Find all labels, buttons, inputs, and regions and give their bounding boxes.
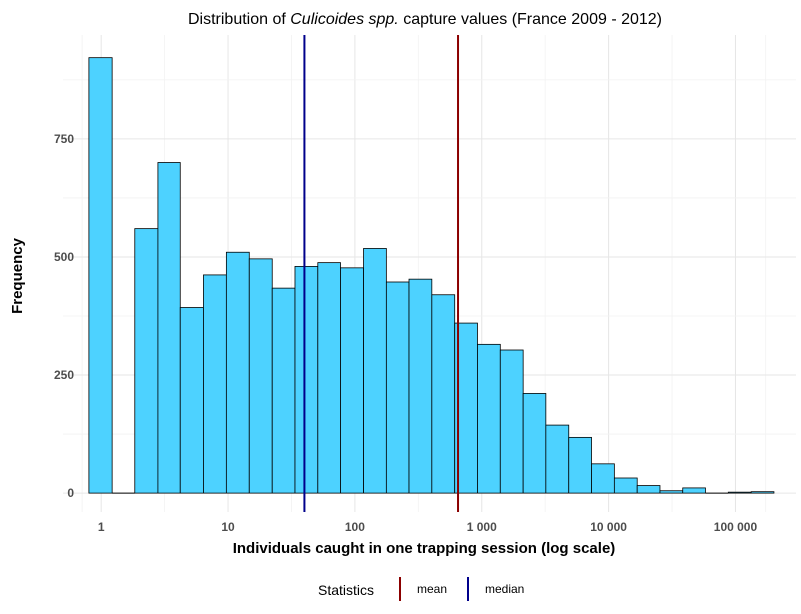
legend-label-mean: mean (417, 582, 447, 596)
chart-title-italic: Culicoides spp. (290, 11, 399, 28)
y-axis-ticks: 0 250 500 750 (54, 132, 74, 500)
legend-label-median: median (485, 582, 524, 596)
legend-title: Statistics (318, 582, 374, 598)
x-tick-label: 10 000 (590, 520, 627, 534)
histogram-bar (499, 349, 524, 494)
x-tick-label: 100 (345, 520, 365, 534)
histogram-bar (431, 294, 456, 494)
histogram-bar (248, 258, 273, 494)
histogram-bar (477, 343, 501, 494)
histogram-bar (340, 267, 364, 494)
histogram-bar (294, 266, 319, 494)
reference-lines (303, 35, 460, 512)
histogram-bar (271, 287, 296, 494)
histogram-bar (682, 487, 706, 494)
y-axis-title: Frequency (9, 237, 26, 314)
x-tick-label: 1 (98, 520, 105, 534)
histogram-bar (568, 436, 592, 494)
histogram-bar (750, 491, 775, 494)
histogram-bar (225, 251, 250, 494)
chart-title-prefix: Distribution of (188, 11, 290, 28)
histogram-bar (613, 477, 638, 494)
legend: Statistics mean median (318, 577, 524, 601)
histogram-bar (88, 57, 113, 494)
x-axis-ticks: 1 10 100 1 000 10 000 100 000 (98, 520, 758, 534)
histogram-bar (134, 228, 159, 494)
histogram-bar (157, 162, 181, 494)
histogram-bar (545, 424, 570, 494)
y-tick-label: 500 (54, 250, 74, 264)
histogram-bar (385, 281, 410, 494)
y-tick-label: 0 (67, 486, 74, 500)
histogram-bar (363, 248, 387, 494)
x-axis-title: Individuals caught in one trapping sessi… (233, 540, 616, 557)
y-tick-label: 750 (54, 132, 74, 146)
histogram-bar (727, 491, 752, 494)
x-tick-label: 10 (221, 520, 235, 534)
histogram-bar (203, 274, 227, 494)
histogram-bar (317, 262, 341, 494)
chart-title-suffix: capture values (France 2009 - 2012) (399, 11, 662, 28)
y-tick-label: 250 (54, 368, 74, 382)
histogram-bars (88, 57, 775, 494)
histogram-bar (522, 393, 547, 494)
histogram-bar (179, 307, 204, 494)
x-tick-label: 100 000 (714, 520, 758, 534)
histogram-bar (636, 485, 661, 494)
histogram-bar (591, 463, 615, 494)
histogram-bar (408, 278, 433, 494)
chart-title: Distribution of Culicoides spp. capture … (188, 11, 662, 28)
histogram-bar (659, 490, 684, 494)
x-tick-label: 1 000 (467, 520, 497, 534)
